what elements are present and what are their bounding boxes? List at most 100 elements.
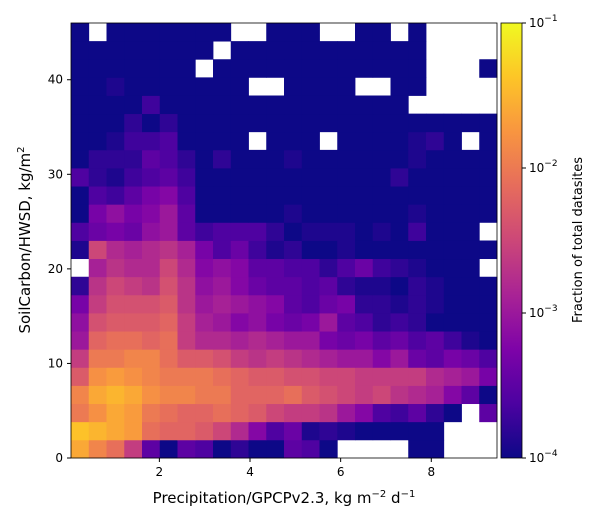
heatmap-cell (337, 113, 356, 133)
heatmap-cell (284, 186, 303, 205)
heatmap-cell (337, 403, 356, 423)
heatmap-cell (124, 113, 143, 133)
heatmap-cell (408, 168, 427, 187)
heatmap-cell (461, 240, 480, 260)
heatmap-cell (426, 294, 445, 314)
heatmap-cell (479, 313, 498, 332)
heatmap-cell (390, 113, 409, 133)
heatmap-cell (106, 95, 125, 115)
heatmap-cell (390, 186, 409, 205)
heatmap-cell (443, 222, 462, 241)
heatmap-cell (390, 403, 409, 423)
heatmap-cell (213, 294, 232, 314)
heatmap-cell (230, 349, 249, 368)
heatmap-cell (355, 258, 374, 278)
heatmap-cell (195, 276, 214, 296)
heatmap-cell (177, 439, 196, 459)
x-axis: 2 4 6 8 (156, 458, 435, 479)
heatmap-cell (230, 240, 249, 260)
heatmap-cell (301, 23, 320, 42)
heatmap-cell (319, 294, 338, 314)
heatmap-cell (177, 385, 196, 405)
x-tick-label: 8 (427, 465, 435, 479)
heatmap-cell (106, 439, 125, 459)
heatmap-cell (479, 131, 498, 151)
heatmap-cell (337, 313, 356, 332)
heatmap-cell (88, 204, 107, 223)
heatmap-cell (426, 439, 445, 459)
heatmap-cell (195, 77, 214, 96)
x-tick-label: 2 (156, 465, 164, 479)
heatmap-cell (301, 385, 320, 405)
heatmap-cell (266, 294, 285, 314)
heatmap-cell (461, 186, 480, 205)
heatmap-cell (461, 276, 480, 296)
heatmap-cell (443, 403, 462, 423)
heatmap-cell (390, 41, 409, 60)
heatmap-cell (88, 168, 107, 187)
heatmap-cell (443, 367, 462, 386)
heatmap-cell (284, 294, 303, 314)
heatmap-cell (213, 240, 232, 260)
heatmap-cell (372, 331, 391, 350)
heatmap-cell (142, 349, 161, 368)
heatmap-cell (301, 77, 320, 96)
heatmap-cell (266, 258, 285, 278)
heatmap-cell (230, 276, 249, 296)
heatmap-cell (408, 204, 427, 223)
heatmap-cell (230, 439, 249, 459)
heatmap-cell (284, 131, 303, 151)
heatmap-cell (284, 168, 303, 187)
heatmap-cell (159, 439, 178, 459)
heatmap-cell (355, 168, 374, 187)
heatmap-cell (71, 313, 90, 332)
heatmap-cell (319, 403, 338, 423)
heatmap-cell (213, 23, 232, 42)
heatmap-cell (213, 439, 232, 459)
heatmap-cell (284, 385, 303, 405)
heatmap-cell (301, 294, 320, 314)
heatmap-cell (213, 131, 232, 151)
heatmap-cell (355, 240, 374, 260)
heatmap-cell (266, 59, 285, 78)
heatmap-cell (88, 439, 107, 459)
heatmap-cell (230, 204, 249, 223)
heatmap-cell (426, 240, 445, 260)
heatmap-cell (213, 367, 232, 386)
heatmap-cell (426, 331, 445, 350)
heatmap-cell (142, 186, 161, 205)
heatmap-cell (266, 222, 285, 241)
heatmap-cell (355, 204, 374, 223)
heatmap-cell (284, 367, 303, 386)
heatmap-cell (443, 168, 462, 187)
heatmap-cell (301, 367, 320, 386)
heatmap-cell (337, 294, 356, 314)
heatmap-cell (372, 385, 391, 405)
heatmap-cell (195, 204, 214, 223)
y-tick-label: 30 (48, 167, 63, 181)
heatmap-cell (319, 186, 338, 205)
heatmap-cell (461, 113, 480, 133)
heatmap-cell (355, 385, 374, 405)
heatmap-cell (124, 367, 143, 386)
heatmap-cell (106, 149, 125, 169)
heatmap-cell (319, 421, 338, 441)
heatmap-cell (284, 95, 303, 115)
heatmap-cell (213, 258, 232, 278)
heatmap-cell (124, 186, 143, 205)
heatmap-cell (408, 313, 427, 332)
heatmap-cell (266, 276, 285, 296)
heatmap-cell (177, 113, 196, 133)
heatmap-cell (284, 77, 303, 96)
heatmap-cell (479, 240, 498, 260)
heatmap-cell (159, 222, 178, 241)
heatmap-cell (177, 222, 196, 241)
heatmap-cell (355, 313, 374, 332)
heatmap-cell (426, 421, 445, 441)
heatmap-cell (319, 113, 338, 133)
heatmap-cell (177, 367, 196, 386)
heatmap-cell (177, 403, 196, 423)
heatmap-cell (337, 367, 356, 386)
heatmap-cell (408, 77, 427, 96)
